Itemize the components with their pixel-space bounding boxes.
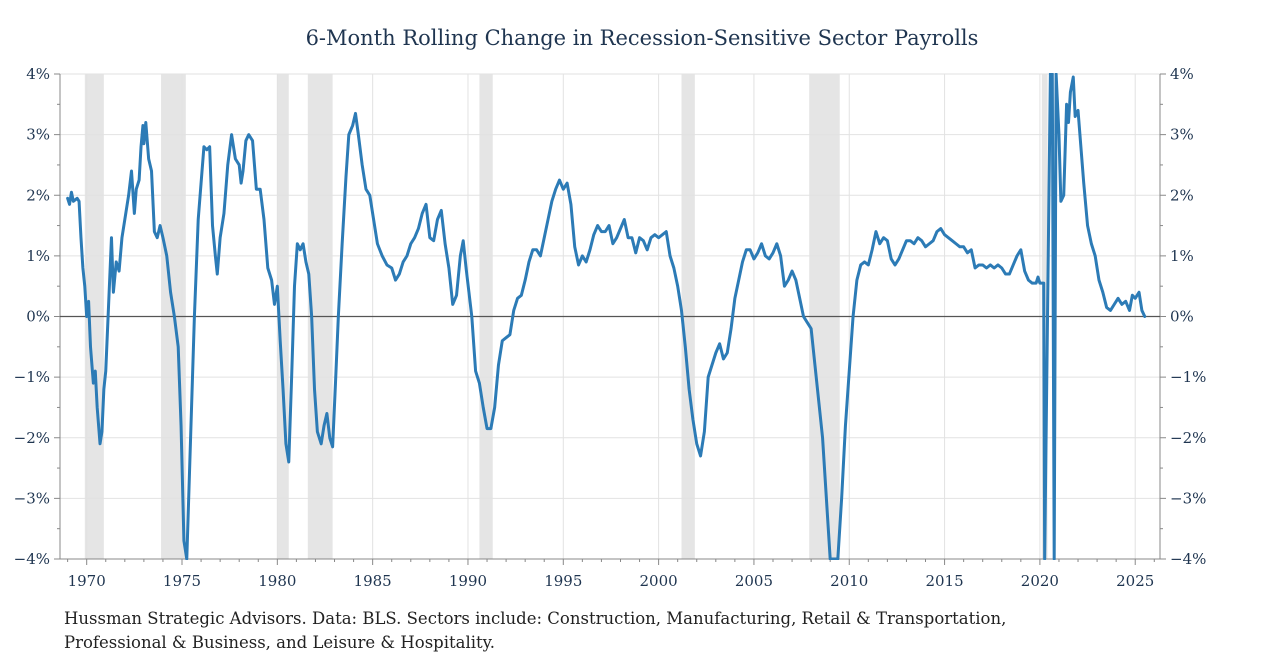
y-tick-label-left: −2% [14,429,50,447]
x-tick-label: 2000 [640,572,678,590]
x-tick-label: 2005 [735,572,773,590]
y-tick-label-left: 1% [26,247,50,265]
y-tick-label-left: 3% [26,126,50,144]
y-tick-label-right: 1% [1170,247,1194,265]
y-tick-label-right: −2% [1170,429,1206,447]
x-tick-label: 1975 [163,572,201,590]
x-tick-label: 1995 [544,572,582,590]
y-tick-label-right: −1% [1170,368,1206,386]
y-tick-label-right: 2% [1170,186,1194,204]
y-tick-label-left: −4% [14,550,50,568]
x-tick-label: 2015 [925,572,963,590]
footnote-line-1: Hussman Strategic Advisors. Data: BLS. S… [64,609,1007,628]
footnote: Hussman Strategic Advisors. Data: BLS. S… [64,607,1064,655]
x-tick-label: 2010 [830,572,868,590]
y-tick-label-left: 4% [26,65,50,83]
y-tick-label-right: 0% [1170,308,1194,326]
x-tick-label: 1970 [68,572,106,590]
series-layer [66,73,1147,560]
x-tick-label: 1990 [449,572,487,590]
x-tick-label: 2020 [1021,572,1059,590]
axes [54,73,1166,565]
chart: −4% −4% −3% −3% −2% −2% −1% −1% 0% 0% 1% 1% 2% 2% 3% 3%… [14,26,1207,590]
y-tick-label-right: 4% [1170,65,1194,83]
x-tick-label: 1985 [354,572,392,590]
chart-title: 6-Month Rolling Change in Recession-Sens… [306,26,979,50]
y-tick-label-left: −1% [14,368,50,386]
y-tick-label-left: 0% [26,308,50,326]
y-tick-label-right: −3% [1170,489,1206,507]
y-tick-label-left: −3% [14,489,50,507]
footnote-line-2: Professional & Business, and Leisure & H… [64,633,496,652]
x-tick-label: 2025 [1116,572,1154,590]
y-tick-label-left: 2% [26,186,50,204]
y-tick-label-right: 3% [1170,126,1194,144]
series-line-1 [66,73,1147,560]
y-tick-label-right: −4% [1170,550,1206,568]
x-tick-label: 1980 [258,572,296,590]
tick-labels: −4% −4% −3% −3% −2% −2% −1% −1% 0% 0% 1% 1% 2% 2% 3% 3%… [14,65,1207,590]
